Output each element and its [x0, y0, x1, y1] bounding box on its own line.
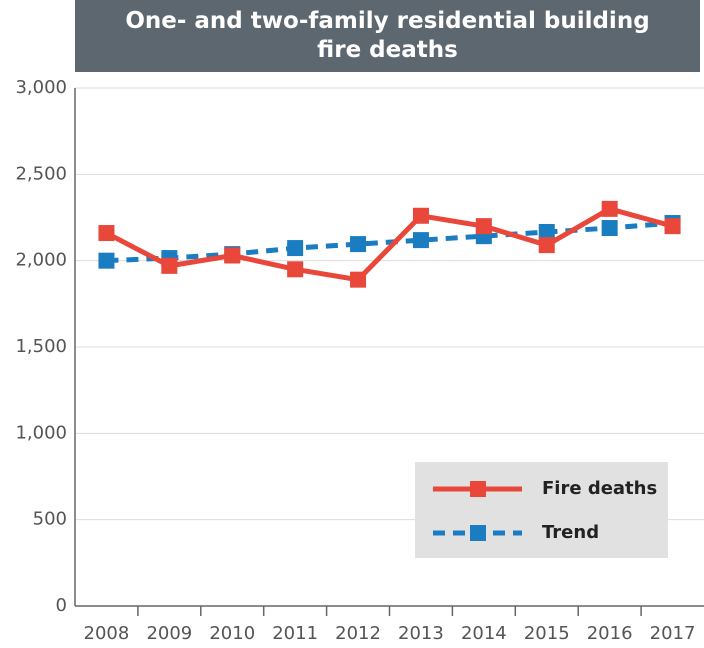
legend-box — [415, 462, 668, 558]
x-tick-label: 2015 — [524, 623, 570, 644]
point-marker — [538, 224, 555, 241]
point-marker — [350, 271, 367, 288]
x-tick-label: 2010 — [209, 623, 255, 644]
point-marker — [538, 237, 555, 254]
point-marker — [601, 220, 618, 237]
point-marker — [287, 261, 304, 278]
point-marker — [98, 252, 115, 269]
y-tick-label: 0 — [56, 595, 67, 616]
y-tick-label: 1,000 — [15, 422, 67, 443]
legend-label: Trend — [542, 522, 599, 543]
legend-marker — [470, 525, 486, 541]
x-tick-label: 2008 — [84, 623, 130, 644]
point-marker — [161, 257, 178, 274]
point-marker — [412, 207, 429, 224]
y-tick-label: 2,500 — [15, 163, 67, 184]
point-marker — [350, 236, 367, 253]
x-tick-label: 2016 — [587, 623, 633, 644]
series-line — [105, 206, 674, 283]
series-line — [106, 220, 673, 264]
chart-title: One- and two-family residential building… — [75, 0, 700, 72]
x-tick-label: 2009 — [146, 623, 192, 644]
point-marker — [664, 218, 681, 235]
x-tick-label: 2017 — [650, 623, 696, 644]
x-tick-label: 2014 — [461, 623, 507, 644]
y-tick-label: 500 — [33, 509, 67, 530]
y-tick-label: 1,500 — [15, 336, 67, 357]
point-marker — [98, 225, 115, 242]
y-tick-label: 3,000 — [15, 77, 67, 98]
point-marker — [475, 218, 492, 235]
point-marker — [287, 240, 304, 257]
point-marker — [412, 232, 429, 249]
x-tick-label: 2011 — [272, 623, 318, 644]
x-tick-label: 2013 — [398, 623, 444, 644]
legend-label: Fire deaths — [542, 478, 657, 499]
x-tick-label: 2012 — [335, 623, 381, 644]
point-marker — [224, 247, 241, 264]
y-tick-label: 2,000 — [15, 250, 67, 271]
legend-marker — [470, 481, 486, 497]
point-marker — [601, 200, 618, 217]
